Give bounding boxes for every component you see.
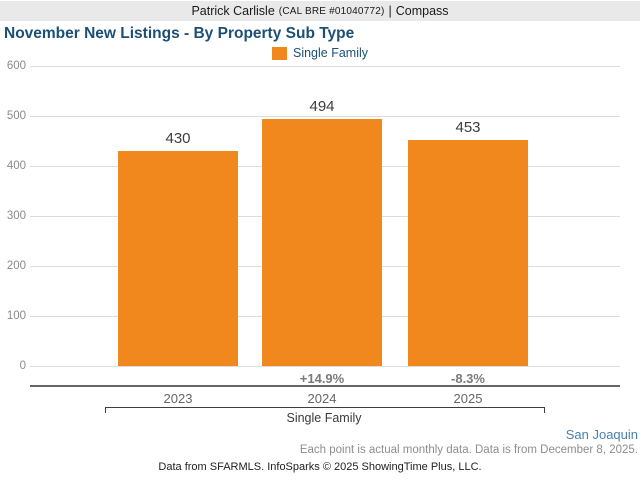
- x-category-label-2025: 2025: [453, 391, 483, 406]
- x-axis-line: [30, 385, 620, 387]
- bar-2024: [262, 119, 382, 366]
- group-bracket: [105, 407, 545, 413]
- y-tick-200: 200: [6, 260, 26, 272]
- pct-change-label-2025: -8.3%: [451, 371, 485, 386]
- y-tick-300: 300: [6, 210, 26, 222]
- y-tick-0: 0: [19, 360, 26, 372]
- y-tick-400: 400: [6, 160, 26, 172]
- x-category-label-2024: 2024: [307, 391, 337, 406]
- bar-value-label-2023: 430: [165, 130, 191, 147]
- x-category-label-2023: 2023: [163, 391, 193, 406]
- data-note: Each point is actual monthly data. Data …: [299, 444, 638, 456]
- legend-swatch-icon: [271, 46, 287, 60]
- agent-license: (CAL BRE #01040772): [278, 5, 385, 17]
- attribution-line: Data from SFARMLS. InfoSparks © 2025 Sho…: [158, 461, 482, 473]
- y-tick-100: 100: [6, 310, 26, 322]
- bar-value-label-2025: 453: [455, 118, 481, 136]
- y-tick-600: 600: [6, 60, 26, 72]
- y-tick-500: 500: [6, 110, 26, 122]
- bar-2025: [408, 139, 528, 366]
- gridline-600: [30, 66, 620, 67]
- bar-value-label-2024: 494: [309, 98, 335, 115]
- region-label: San Joaquin: [565, 427, 638, 442]
- chart-title: November New Listings - By Property Sub …: [4, 25, 355, 42]
- banner-separator: |: [388, 4, 392, 18]
- pct-change-label-2024: +14.9%: [299, 371, 345, 386]
- bar-2023: [118, 151, 238, 366]
- gridline-500: [30, 116, 620, 117]
- legend: Single Family: [0, 46, 640, 60]
- gridline-0: [30, 366, 620, 367]
- header-banner: Patrick Carlisle (CAL BRE #01040772) | C…: [0, 1, 640, 21]
- agent-name: Patrick Carlisle: [191, 4, 275, 18]
- brand-name: Compass: [395, 4, 449, 18]
- group-label: Single Family: [286, 411, 362, 425]
- legend-label: Single Family: [292, 46, 369, 60]
